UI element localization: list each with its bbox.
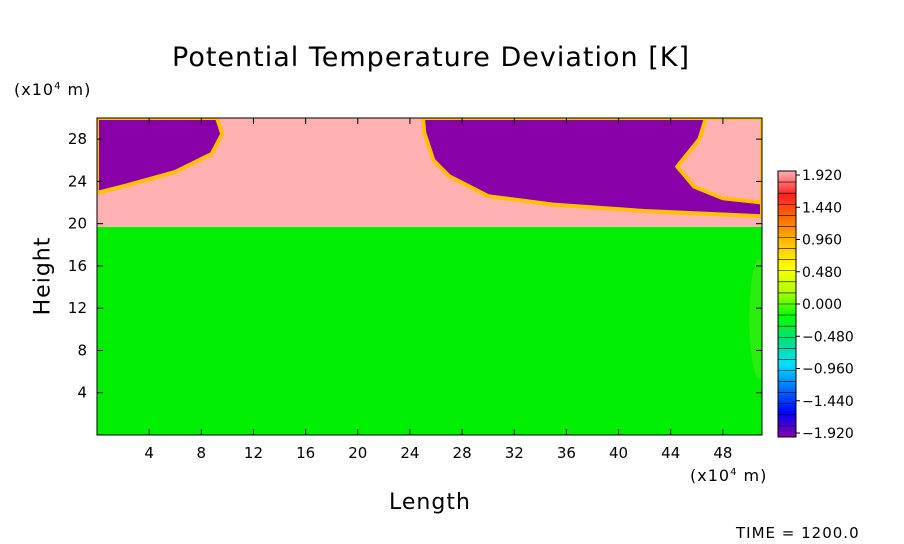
x-tick-40: 40 — [609, 118, 628, 462]
x-tick-label: 4 — [144, 444, 154, 462]
x-tick-label: 12 — [244, 444, 263, 462]
colorbar-label: 0.480 — [802, 265, 842, 281]
x-tick-label: 20 — [348, 444, 367, 462]
colorbar-label: −0.960 — [802, 362, 854, 378]
x-tick-8: 8 — [197, 118, 207, 462]
colorbar-label: −0.480 — [802, 329, 854, 345]
x-tick-label: 32 — [505, 444, 524, 462]
x-tick-label: 8 — [197, 444, 207, 462]
y-tick-4: 4 — [77, 384, 762, 402]
y-tick-label: 20 — [68, 215, 87, 233]
x-tick-label: 48 — [713, 444, 732, 462]
colorbar-label: −1.440 — [802, 394, 854, 410]
x-tick-24: 24 — [400, 118, 419, 462]
colorbar-label: 0.960 — [802, 233, 842, 249]
cold-intrusion-right — [421, 118, 762, 219]
x-tick-label: 44 — [661, 444, 680, 462]
y-tick-12: 12 — [68, 299, 762, 317]
x-axis-title: Length — [389, 490, 471, 515]
colorbar-label: 1.920 — [802, 168, 842, 184]
y-tick-8: 8 — [77, 341, 762, 359]
y-tick-label: 24 — [68, 172, 87, 190]
x-tick-44: 44 — [661, 118, 680, 462]
y-axis-unit: (x104 m) — [14, 80, 92, 99]
cold-intrusion-left — [97, 118, 225, 195]
x-tick-label: 36 — [557, 444, 576, 462]
x-tick-28: 28 — [453, 118, 472, 462]
x-tick-label: 28 — [453, 444, 472, 462]
plot-frame — [96, 117, 763, 436]
x-tick-36: 36 — [557, 118, 576, 462]
colorbar-label: −1.920 — [802, 426, 854, 442]
y-tick-label: 4 — [77, 384, 87, 402]
y-tick-label: 8 — [77, 341, 87, 359]
chart-title: Potential Temperature Deviation [K] — [172, 42, 690, 73]
x-tick-label: 40 — [609, 444, 628, 462]
x-tick-label: 16 — [296, 444, 315, 462]
y-tick-20: 20 — [68, 215, 762, 233]
y-tick-24: 24 — [68, 172, 762, 190]
right-edge-patch — [749, 258, 762, 379]
x-tick-12: 12 — [244, 118, 263, 462]
x-axis-unit: (x104 m) — [690, 466, 768, 485]
x-tick-32: 32 — [505, 118, 524, 462]
plot-area — [97, 118, 762, 435]
x-tick-4: 4 — [144, 118, 154, 462]
warm-tongue — [675, 118, 762, 205]
y-tick-label: 28 — [68, 130, 87, 148]
y-tick-16: 16 — [68, 257, 762, 275]
y-tick-label: 12 — [68, 299, 87, 317]
y-tick-label: 16 — [68, 257, 87, 275]
x-tick-48: 48 — [713, 118, 732, 462]
x-tick-20: 20 — [348, 118, 367, 462]
x-tick-16: 16 — [296, 118, 315, 462]
colorbar-label: 0.000 — [802, 297, 842, 313]
x-tick-label: 24 — [400, 444, 419, 462]
colorbar: 1.920 1.440 0.960 0.480 0.000 −0.480 −0.960 −1.… — [777, 168, 854, 442]
lower-layer-field — [97, 226, 762, 435]
y-tick-28: 28 — [68, 130, 762, 148]
colorbar-label: 1.440 — [802, 200, 842, 216]
time-label: TIME = 1200.0 — [736, 524, 860, 542]
